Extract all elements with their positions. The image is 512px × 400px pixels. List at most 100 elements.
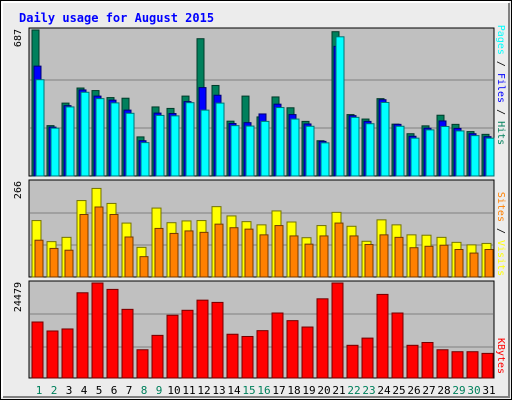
bar-kbytes-day-22	[346, 344, 359, 379]
bar-sites-day-29	[454, 249, 464, 278]
y-max-label-2: 266	[13, 181, 24, 199]
bar-pages-day-10	[170, 115, 180, 177]
bar-kbytes-day-24	[376, 293, 389, 379]
bar-pages-day-17	[275, 107, 285, 177]
x-tick-label-day-6: 6	[111, 384, 118, 397]
bar-pages-day-24	[380, 101, 390, 177]
bar-pages-day-18	[290, 118, 300, 177]
bar-pages-day-7	[125, 112, 135, 177]
bar-kbytes-day-18	[286, 320, 299, 379]
bar-kbytes-day-5	[91, 282, 104, 379]
legend-visits-sites: Sites / Visits	[495, 192, 506, 276]
bar-sites-day-22	[349, 235, 359, 278]
x-tick-label-day-21: 21	[332, 384, 345, 397]
x-tick-label-day-4: 4	[81, 384, 88, 397]
x-tick-label-day-8: 8	[141, 384, 148, 397]
bar-kbytes-day-30	[466, 351, 479, 379]
bar-kbytes-day-28	[436, 349, 449, 379]
bar-pages-day-29	[455, 130, 465, 177]
bar-sites-day-2	[49, 247, 59, 278]
x-tick-label-day-14: 14	[227, 384, 241, 397]
x-tick-label-day-9: 9	[156, 384, 163, 397]
bar-sites-day-24	[379, 234, 389, 278]
bar-sites-day-27	[424, 245, 434, 278]
x-tick-label-day-29: 29	[452, 384, 465, 397]
bars-hits-files-pages	[31, 29, 495, 177]
bar-kbytes-day-4	[76, 292, 89, 379]
bar-sites-day-31	[484, 249, 494, 278]
bar-sites-day-15	[244, 228, 254, 278]
x-tick-label-day-22: 22	[347, 384, 360, 397]
bar-pages-day-28	[440, 125, 450, 177]
bar-kbytes-day-6	[106, 288, 119, 379]
x-tick-label-day-11: 11	[182, 384, 195, 397]
x-tick-label-day-31: 31	[482, 384, 495, 397]
bar-pages-day-25	[395, 125, 405, 177]
x-tick-label-day-18: 18	[287, 384, 300, 397]
bar-sites-day-12	[199, 231, 209, 278]
bars-kbytes	[31, 282, 494, 379]
x-tick-label-day-7: 7	[126, 384, 133, 397]
x-tick-label-day-15: 15	[242, 384, 255, 397]
bar-sites-day-25	[394, 236, 404, 278]
legend-kbytes: KBytes	[495, 338, 506, 374]
bar-kbytes-day-8	[136, 349, 149, 379]
x-tick-label-day-20: 20	[317, 384, 330, 397]
bar-pages-day-5	[95, 98, 105, 177]
x-tick-label-day-25: 25	[392, 384, 405, 397]
legend-files: Files	[495, 73, 506, 103]
bar-pages-day-31	[485, 137, 495, 177]
bar-pages-day-30	[470, 135, 480, 177]
bar-kbytes-day-26	[406, 344, 419, 379]
bar-pages-day-21	[335, 36, 345, 177]
bar-kbytes-day-10	[166, 314, 179, 379]
bar-kbytes-day-31	[481, 352, 494, 379]
bar-sites-day-20	[319, 235, 329, 278]
bar-sites-day-21	[334, 222, 344, 278]
bar-sites-day-8	[139, 256, 149, 278]
x-tick-label-day-10: 10	[167, 384, 180, 397]
bar-sites-day-23	[364, 244, 374, 278]
bar-kbytes-day-19	[301, 326, 314, 379]
bar-kbytes-day-21	[331, 282, 344, 379]
y-max-label-1: 687	[13, 29, 24, 47]
bar-pages-day-22	[350, 116, 360, 177]
bar-sites-day-13	[214, 223, 224, 278]
bar-kbytes-day-29	[451, 351, 464, 379]
bar-pages-day-27	[425, 129, 435, 177]
bar-pages-day-23	[365, 123, 375, 177]
x-tick-label-day-5: 5	[96, 384, 103, 397]
y-max-label-3: 24479	[13, 282, 24, 312]
bar-sites-day-6	[109, 214, 119, 278]
bar-kbytes-day-14	[226, 333, 239, 379]
x-tick-label-day-12: 12	[197, 384, 210, 397]
bar-sites-day-26	[409, 247, 419, 278]
bar-pages-day-9	[155, 114, 165, 177]
bar-kbytes-day-25	[391, 312, 404, 379]
bar-pages-day-12	[200, 109, 210, 177]
bar-pages-day-19	[305, 125, 315, 177]
bar-sites-day-11	[184, 230, 194, 278]
bar-sites-day-28	[439, 244, 449, 278]
x-tick-label-day-3: 3	[66, 384, 73, 397]
legend-hits-files-pages: Pages / Files / Hits	[495, 25, 506, 145]
bar-sites-day-17	[274, 225, 284, 278]
bar-pages-day-20	[320, 142, 330, 177]
bar-kbytes-day-12	[196, 299, 209, 379]
bar-pages-day-4	[80, 91, 90, 177]
bar-kbytes-day-2	[46, 330, 59, 379]
bar-kbytes-day-13	[211, 301, 224, 379]
x-tick-label-day-26: 26	[407, 384, 420, 397]
x-tick-label-day-1: 1	[36, 384, 43, 397]
bar-kbytes-day-9	[151, 334, 164, 379]
x-tick-label-day-24: 24	[377, 384, 391, 397]
chart-title: Daily usage for August 2015	[19, 11, 214, 25]
x-tick-label-day-13: 13	[212, 384, 225, 397]
bar-pages-day-11	[185, 102, 195, 177]
x-tick-label-day-28: 28	[437, 384, 450, 397]
bar-kbytes-day-1	[31, 321, 44, 379]
bars-visits-sites	[31, 187, 494, 278]
bar-pages-day-13	[215, 102, 225, 177]
